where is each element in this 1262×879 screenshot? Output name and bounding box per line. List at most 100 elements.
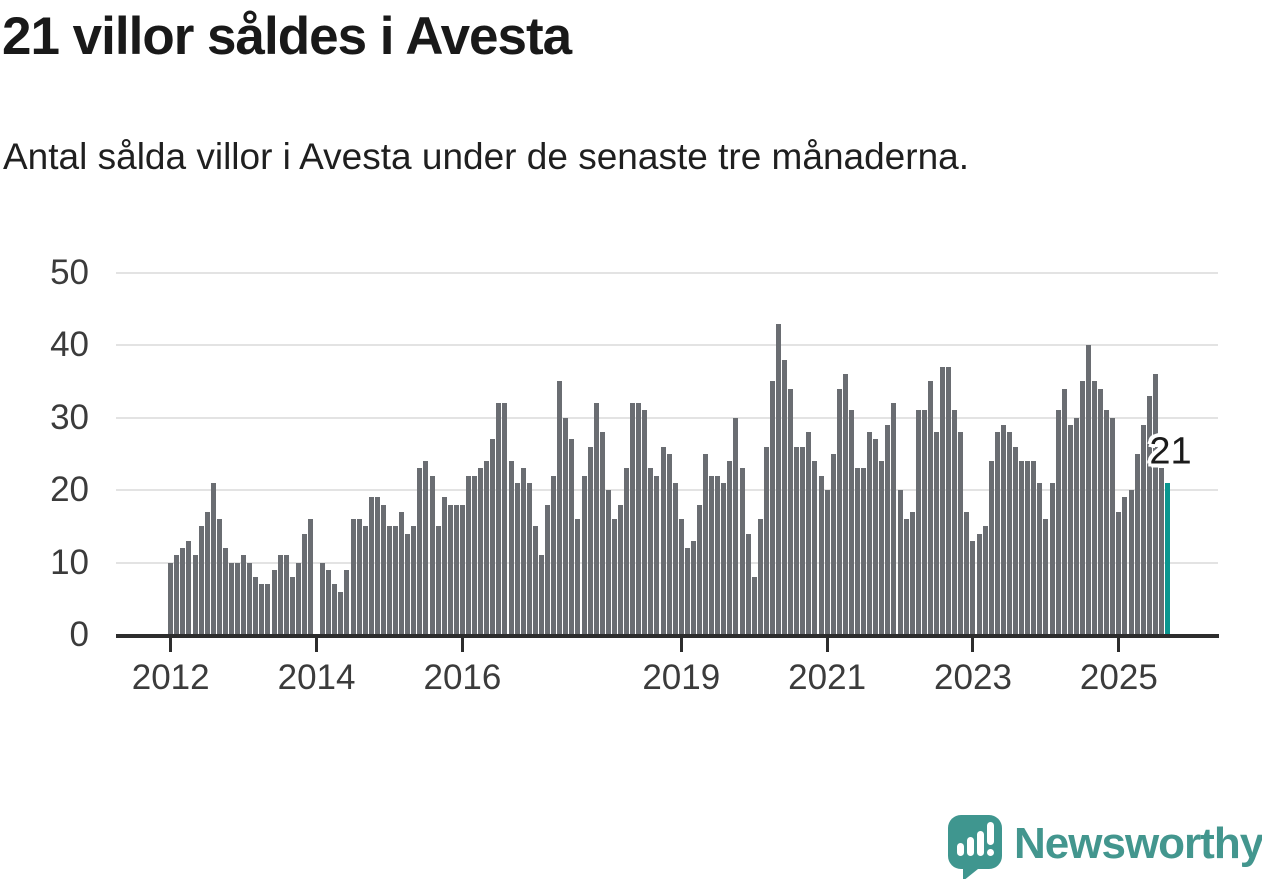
logo-bar-large	[977, 831, 984, 856]
bar	[982, 526, 988, 635]
x-axis-tick	[315, 637, 319, 652]
bar	[599, 432, 605, 635]
bar	[210, 482, 216, 635]
bar	[769, 381, 775, 635]
bar	[1085, 345, 1091, 635]
bar	[417, 468, 423, 635]
bar	[374, 497, 380, 635]
bar	[1110, 417, 1116, 635]
bar	[952, 410, 958, 635]
bar	[563, 417, 569, 635]
bar	[265, 584, 271, 635]
bar	[228, 562, 234, 635]
bar	[1055, 410, 1061, 635]
bar	[946, 366, 952, 635]
bar	[356, 519, 362, 635]
y-axis-label: 40	[50, 325, 89, 365]
bar	[387, 526, 392, 635]
bar	[1013, 446, 1019, 635]
bar	[696, 504, 702, 635]
bar	[1152, 374, 1158, 635]
bar	[1049, 482, 1055, 635]
bar	[642, 410, 648, 635]
highlighted-bar	[1164, 482, 1170, 635]
bar	[198, 526, 204, 635]
bar	[940, 366, 946, 635]
logo-bar-medium	[967, 837, 974, 856]
bar	[836, 388, 842, 635]
bar	[842, 374, 848, 635]
bar	[593, 403, 599, 635]
bar	[1140, 424, 1146, 635]
bar	[192, 555, 198, 635]
bar	[526, 482, 532, 635]
bar	[235, 562, 241, 635]
bar	[222, 548, 228, 635]
bar	[994, 432, 1000, 635]
y-axis-label: 50	[50, 252, 89, 292]
bar	[502, 403, 508, 635]
bar	[897, 490, 903, 635]
bar	[393, 526, 399, 635]
bar	[478, 468, 484, 635]
bar	[818, 475, 824, 635]
bar	[1073, 417, 1079, 635]
bar	[1031, 461, 1037, 635]
bar	[551, 475, 557, 635]
bar	[301, 533, 307, 635]
bar	[763, 446, 769, 635]
bar	[1037, 482, 1043, 635]
bar	[611, 519, 617, 635]
bar	[180, 548, 186, 635]
bar	[636, 403, 642, 635]
bar	[1158, 468, 1164, 635]
bar	[575, 519, 581, 635]
bar	[672, 482, 678, 635]
bar	[472, 475, 478, 635]
bar	[909, 511, 915, 635]
bar	[1043, 519, 1049, 635]
bar	[423, 461, 429, 635]
bar	[435, 526, 441, 635]
bar	[891, 403, 897, 635]
bar	[727, 461, 733, 635]
bar	[830, 453, 836, 635]
bar	[1134, 453, 1140, 635]
bar	[1067, 424, 1073, 635]
x-axis-tick	[1117, 637, 1121, 652]
bar	[976, 533, 982, 635]
logo-exclamation-stem	[987, 822, 994, 845]
x-axis-label: 2016	[423, 658, 502, 697]
bar	[496, 403, 502, 635]
bar	[405, 533, 411, 635]
bar	[806, 432, 812, 635]
bar	[484, 461, 490, 635]
bar	[1079, 381, 1085, 635]
bar	[320, 562, 326, 635]
bar	[350, 519, 356, 635]
newsworthy-wordmark: Newsworthy	[1014, 819, 1262, 868]
x-axis-tick	[825, 637, 829, 652]
bar	[295, 562, 301, 635]
bar	[1116, 511, 1122, 635]
bar	[660, 446, 666, 635]
x-axis-tick	[679, 637, 683, 652]
bar	[903, 519, 909, 635]
bar	[307, 519, 313, 635]
bar	[848, 410, 854, 635]
bar	[624, 468, 630, 635]
bar	[241, 555, 247, 635]
bar	[745, 533, 751, 635]
bar	[782, 359, 788, 635]
bar	[1128, 490, 1134, 635]
logo-exclamation-dot	[987, 849, 994, 856]
bar	[1122, 497, 1128, 635]
bar	[216, 519, 222, 635]
bar	[399, 511, 405, 635]
bar	[441, 497, 447, 635]
bar	[447, 504, 453, 635]
bar	[721, 482, 727, 635]
bar	[459, 504, 465, 635]
bar	[855, 468, 860, 635]
bar	[587, 446, 593, 635]
